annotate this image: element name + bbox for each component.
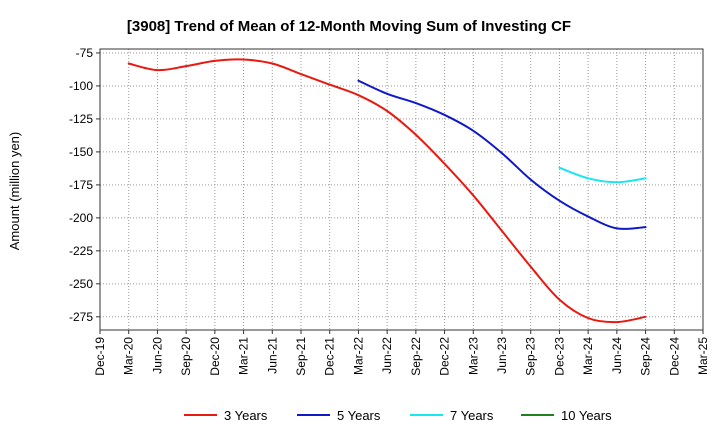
x-tick-label: Sep-21 xyxy=(294,337,308,376)
legend-label-3-years: 3 Years xyxy=(224,408,268,423)
y-tick-label: -250 xyxy=(69,277,93,291)
x-tick-label: Sep-22 xyxy=(409,337,423,376)
y-tick-label: -275 xyxy=(69,310,93,324)
series-line-7-years xyxy=(558,166,647,184)
x-tick-label: Sep-23 xyxy=(524,337,538,376)
x-tick-label: Dec-20 xyxy=(208,337,222,376)
y-tick-label: -225 xyxy=(69,244,93,258)
y-tick-label: -75 xyxy=(76,46,94,60)
x-tick-label: Dec-21 xyxy=(323,337,337,376)
series-lines xyxy=(127,58,647,324)
x-tick-label: Sep-24 xyxy=(639,337,653,376)
x-tick-label: Jun-23 xyxy=(495,337,509,374)
x-tick-label: Mar-23 xyxy=(466,337,480,375)
x-tick-label: Dec-23 xyxy=(552,337,566,376)
x-tick-label: Jun-24 xyxy=(610,337,624,374)
series-line-5-years xyxy=(357,79,647,230)
plot-area xyxy=(100,49,703,330)
x-tick-label: Jun-22 xyxy=(380,337,394,374)
x-tick-label: Dec-19 xyxy=(93,337,107,376)
x-tick-label: Mar-20 xyxy=(122,337,136,375)
y-tick-label: -125 xyxy=(69,112,93,126)
x-tick-label: Jun-21 xyxy=(265,337,279,374)
x-tick-label: Dec-22 xyxy=(438,337,452,376)
y-tick-label: -150 xyxy=(69,145,93,159)
axes: -75 -100 -125 -150 -175 -200 -225 -250 -275Dec-1… xyxy=(69,46,710,376)
y-tick-label: -175 xyxy=(69,178,93,192)
y-tick-label: -100 xyxy=(69,79,93,93)
x-tick-label: Mar-21 xyxy=(237,337,251,375)
x-tick-label: Mar-22 xyxy=(351,337,365,375)
legend-label-5-years: 5 Years xyxy=(337,408,381,423)
y-axis-label: Amount (million yen) xyxy=(7,132,22,251)
x-tick-label: Dec-24 xyxy=(667,337,681,376)
x-tick-label: Jun-20 xyxy=(150,337,164,374)
x-tick-label: Mar-25 xyxy=(696,337,710,375)
grid xyxy=(100,49,703,330)
chart-title: [3908] Trend of Mean of 12-Month Moving … xyxy=(127,18,571,35)
legend: 3 Years 5 Years 7 Years 10 Years xyxy=(184,408,612,423)
x-tick-label: Sep-20 xyxy=(179,337,193,376)
y-tick-label: -200 xyxy=(69,211,93,225)
series-line-3-years xyxy=(127,58,647,324)
legend-label-7-years: 7 Years xyxy=(450,408,494,423)
plot-frame xyxy=(99,48,704,331)
legend-label-10-years: 10 Years xyxy=(561,408,612,423)
x-tick-label: Mar-24 xyxy=(581,337,595,375)
